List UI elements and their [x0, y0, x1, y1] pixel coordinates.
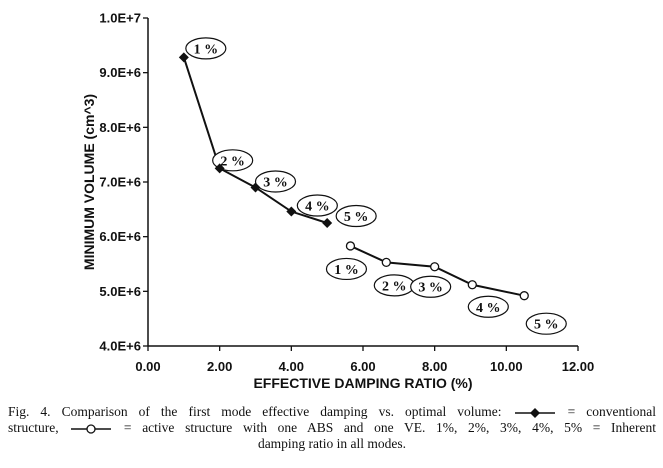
x-tick-label: 4.00 [279, 359, 304, 374]
y-tick-label: 1.0E+7 [99, 11, 141, 26]
series-2-point [467, 280, 477, 290]
point-label-bubble [254, 170, 297, 193]
caption-line-1: Fig. 4. Comparison of the first mode eff… [8, 404, 656, 420]
y-tick-label: 5.0E+6 [99, 284, 141, 299]
caption-text-2b: = active structure with one ABS and one … [123, 420, 656, 435]
x-tick-label: 8.00 [422, 359, 447, 374]
chart: 4.0E+6 5.0E+6 6.0E+6 7.0E+6 8.0E+6 9.0E+6 1.0E… [81, 11, 594, 392]
point-label: 1 % [194, 42, 219, 57]
x-tick-label: 6.00 [350, 359, 375, 374]
y-tick-label: 4.0E+6 [99, 339, 141, 354]
point-label: 2 % [382, 279, 407, 294]
series-2-point [519, 291, 529, 301]
point-label-bubble [325, 257, 368, 281]
x-tick-label: 0.00 [135, 359, 160, 374]
point-label-bubble [335, 204, 377, 228]
chart-axes: 4.0E+6 5.0E+6 6.0E+6 7.0E+6 8.0E+6 9.0E+6 1.0E… [81, 11, 594, 392]
point-label: 4 % [476, 301, 501, 316]
y-tick-label: 8.0E+6 [99, 120, 141, 135]
point-label-bubble [467, 295, 509, 318]
x-axis-title: EFFECTIVE DAMPING RATIO (%) [253, 375, 472, 391]
point-label: 5 % [534, 318, 559, 333]
y-tick-label: 6.0E+6 [99, 229, 141, 244]
series-2-point [430, 262, 440, 272]
series-1-point [286, 206, 297, 217]
series-1-point [322, 218, 333, 228]
y-axis-title: MINIMUM VOLUME (cm^3) [81, 94, 97, 270]
point-label: 5 % [344, 210, 369, 225]
chart-markers [178, 52, 529, 301]
point-label-bubble [212, 149, 254, 172]
chart-annotations: 1 % 2 % 3 % 4 % 5 % 1 % 2 % 3 % 4 % 5 % [185, 37, 567, 335]
point-label: 1 % [334, 263, 359, 278]
caption-text-1a: Fig. 4. Comparison of the first mode eff… [8, 404, 502, 419]
point-label-bubble [410, 275, 452, 298]
point-label-bubble [525, 312, 567, 335]
diamond-series-legend-icon [514, 407, 555, 418]
point-label: 4 % [305, 200, 330, 215]
series-2-point [345, 241, 356, 251]
point-label-bubble [296, 194, 338, 217]
caption-line-3: damping ratio in all modes. [257, 436, 407, 451]
caption-line-2: structure, = active structure with one A… [8, 420, 656, 436]
series-1-point [250, 182, 261, 193]
series-2-point [381, 257, 391, 268]
point-label: 3 % [263, 175, 288, 190]
circle-series-legend-icon [71, 424, 112, 434]
series-1-point [214, 163, 225, 174]
series-1-point [178, 52, 189, 63]
x-tick-label: 12.00 [562, 359, 595, 374]
point-label: 3 % [418, 281, 443, 296]
caption-text-1b: = conventional [567, 404, 657, 419]
y-tick-label: 9.0E+6 [99, 65, 141, 80]
y-tick-label: 7.0E+6 [99, 175, 141, 190]
x-tick-label: 10.00 [490, 359, 523, 374]
point-label-bubble [185, 37, 227, 60]
caption-text-2a: structure, [8, 420, 59, 435]
point-label: 2 % [220, 154, 245, 169]
figure-caption: Fig. 4. Comparison of the first mode eff… [8, 404, 656, 452]
x-tick-label: 2.00 [207, 359, 232, 374]
